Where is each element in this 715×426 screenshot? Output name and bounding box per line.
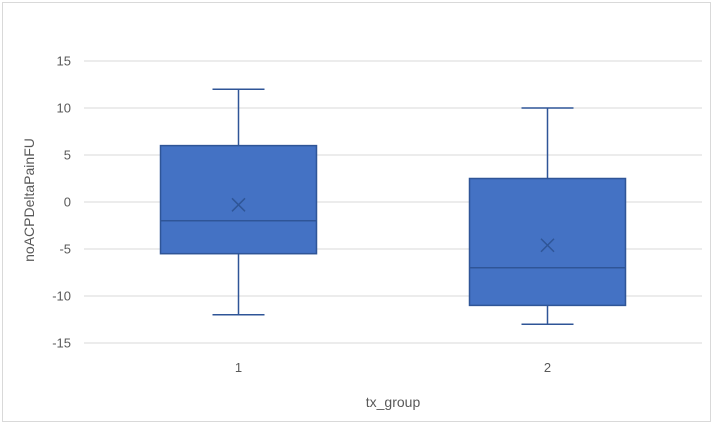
y-tick-label: 15 — [57, 54, 71, 69]
iqr-box — [159, 144, 318, 255]
y-tick-label: -15 — [52, 336, 71, 351]
x-axis-title: tx_group — [366, 394, 421, 410]
iqr-box — [468, 177, 627, 307]
mean-marker — [540, 238, 555, 253]
y-tick-label: 5 — [64, 148, 71, 163]
y-tick-label: 0 — [64, 195, 71, 210]
y-tick-label: -10 — [52, 289, 71, 304]
y-axis-title: noACPDeltaPainFU — [21, 138, 37, 262]
mean-marker — [231, 197, 246, 212]
boxes — [159, 88, 627, 325]
box-group-1 — [159, 88, 318, 316]
y-tick-label: 10 — [57, 101, 71, 116]
box-group-2 — [468, 107, 627, 325]
y-tick-label: -5 — [59, 242, 71, 257]
x-tick-label: 2 — [544, 360, 551, 375]
x-tick-label: 1 — [235, 360, 242, 375]
y-tick-labels: -15 -10 -5 0 5 10 15 — [52, 54, 71, 351]
